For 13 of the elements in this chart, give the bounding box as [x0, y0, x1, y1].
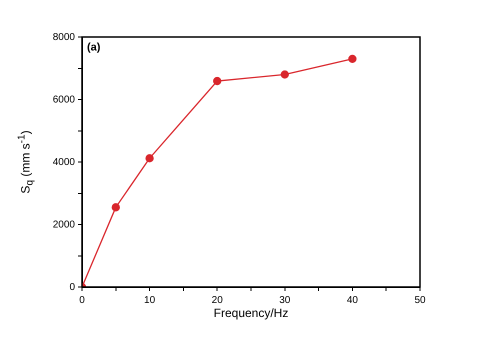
x-tick-label: 0 [79, 294, 86, 306]
x-axis-title: Frequency/Hz [212, 306, 290, 320]
y-tick-label: 6000 [52, 94, 76, 106]
y-tick-label: 8000 [52, 32, 76, 43]
y-tick-label: 0 [69, 282, 76, 293]
y-tick-label: 4000 [52, 156, 76, 168]
x-tick-label: 40 [346, 294, 358, 306]
annotation: (a) [87, 42, 101, 54]
y-tick-label: 2000 [52, 219, 76, 230]
x-tick-label: 30 [279, 294, 291, 306]
x-tick-label: 50 [414, 294, 426, 306]
x-tick-label: 20 [212, 294, 224, 306]
x-tick-label: 10 [144, 294, 156, 306]
